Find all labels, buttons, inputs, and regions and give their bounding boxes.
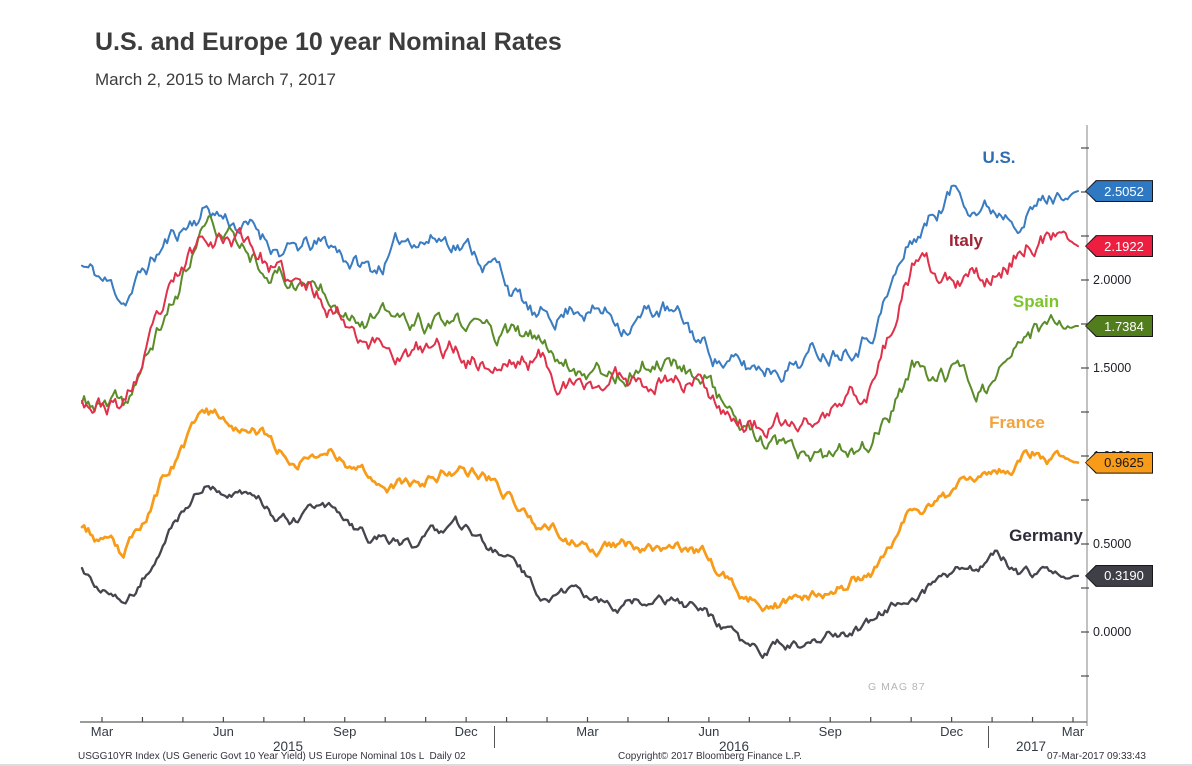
- watermark-text: G MAG 87: [868, 681, 926, 693]
- series-line-italy: [81, 227, 1079, 439]
- series-line-germany: [80, 484, 1080, 659]
- footer-timestamp: 07-Mar-2017 09:33:43: [1047, 751, 1146, 762]
- window-bottom-edge: [0, 764, 1192, 766]
- footer-ticker-description: USGG10YR Index (US Generic Govt 10 Year …: [78, 751, 466, 762]
- series-line-france: [80, 407, 1080, 613]
- page-title: U.S. and Europe 10 year Nominal Rates: [95, 28, 562, 56]
- date-range-subtitle: March 2, 2015 to March 7, 2017: [95, 70, 336, 89]
- footer-copyright: Copyright© 2017 Bloomberg Finance L.P.: [618, 751, 802, 762]
- series-line-spain: [81, 215, 1079, 463]
- series-line-us: [81, 184, 1079, 383]
